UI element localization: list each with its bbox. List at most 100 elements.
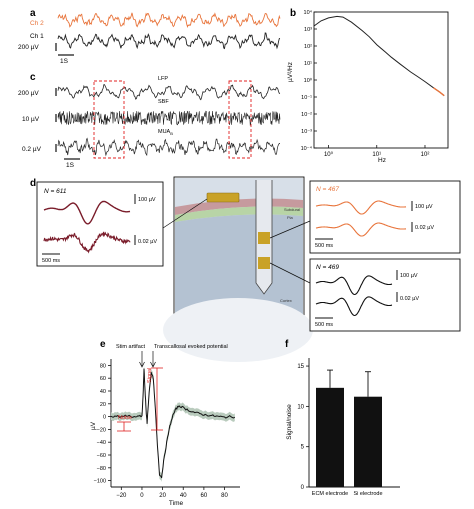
b-xlabel: Hz	[378, 157, 386, 164]
b-x-tick-label-0: 10⁰	[324, 151, 334, 158]
panel-a: a Ch 2 Ch 1 200 µV 1S	[18, 8, 281, 65]
panel-f-label: f	[285, 339, 289, 350]
white-matter	[163, 298, 313, 362]
d-left-waveform-2	[43, 231, 131, 254]
d-tr-s1: 100 µV	[415, 204, 433, 210]
a-scale-voltage: 200 µV	[18, 44, 39, 51]
e-y-tick-label-4: 0	[103, 415, 106, 421]
sbf-label: SBF	[158, 99, 169, 105]
e-x-tick-label-1: 0	[140, 493, 144, 499]
e-y-tick-label-1: 60	[100, 376, 106, 382]
c-scale-sbf: 10 µV	[22, 116, 40, 123]
e-x-tick-label-0: −20	[116, 493, 127, 499]
e-x-tick-label-5: 80	[221, 493, 228, 499]
f-axis-ticks: 0 5 10 15	[297, 364, 309, 491]
b-plot-frame	[313, 11, 449, 149]
d-br-n: N = 469	[316, 264, 339, 271]
b-y-tick-label-3: 10¹	[304, 61, 312, 67]
b-y-tick-label-1: 10³	[304, 27, 312, 33]
b-y-tick-label-5: 10⁻¹	[301, 95, 312, 101]
b-x-tick-label-1: 10¹	[372, 152, 381, 158]
f-y-tick-label-0: 0	[301, 485, 305, 491]
e-ylabel: µV	[90, 421, 97, 430]
d-left-s1: 100 µV	[138, 197, 156, 203]
bar-label-0: ECM electrode	[312, 491, 348, 497]
b-y-tick-label-8: 10⁻⁴	[301, 145, 313, 152]
c-scale-time: 1S	[66, 162, 75, 169]
f-y-tick-label-3: 15	[297, 364, 304, 370]
e-y-tick-label-3: 20	[100, 402, 106, 408]
e-y-tick-label-0: 80	[100, 363, 106, 369]
sbf-trace	[57, 110, 281, 126]
a-scale-time: 1S	[60, 58, 69, 65]
c-scale-lfp: 200 µV	[18, 90, 39, 97]
e-y-tick-label-9: −100	[94, 479, 106, 485]
layer3-label: Cortex	[280, 298, 292, 303]
panel-d: d N = 611 100 µV 0.02 µV 500 ms Subdural…	[30, 176, 461, 362]
mua-trace	[57, 137, 281, 157]
d-tr-n: N = 467	[316, 186, 339, 193]
e-x-tick-label-2: 20	[159, 493, 166, 499]
d-br-s1: 100 µV	[400, 273, 418, 279]
d-tr-t: 500 ms	[315, 243, 333, 249]
e-y-tick-label-2: 40	[100, 389, 106, 395]
d-tr-waveform-1	[315, 200, 407, 215]
d-tr-s2: 0.02 µV	[415, 225, 434, 231]
ch2-trace	[57, 12, 281, 29]
e-x-tick-label-3: 40	[180, 493, 187, 499]
d-br-waveform-2	[315, 296, 393, 317]
e-x-tick-label-4: 60	[201, 493, 208, 499]
panel-b: b 10⁰ 10¹ 10²10⁴10³10²10¹10⁰10⁻¹10⁻²10⁻³10…	[287, 8, 449, 164]
d-br-t: 500 ms	[315, 322, 333, 328]
si-site-2	[258, 257, 270, 269]
b-y-tick-label-6: 10⁻²	[301, 112, 312, 118]
b-ylabel: µV²/Hz	[287, 62, 294, 82]
ch1-label: Ch 1	[30, 33, 44, 40]
ch1-trace	[57, 32, 281, 50]
d-br-waveform-1	[315, 275, 393, 296]
annot-signal: Signal	[147, 368, 153, 383]
ch2-label: Ch 2	[30, 20, 44, 27]
d-left-waveform-1	[43, 200, 131, 225]
b-axis-ticks: 10⁰ 10¹ 10² 10⁴ 10³ 10² 10¹ 10⁰ 10⁻¹ 10⁻² 10⁻³ 10⁻⁴	[301, 9, 430, 158]
d-br-s2: 0.02 µV	[400, 296, 419, 302]
connector-bottom-right	[269, 262, 311, 284]
electrode-diagram: Subdural Pia Cortex	[163, 176, 313, 362]
d-tr-box	[309, 180, 461, 254]
f-bars: ECM electrode Si electrode	[312, 369, 383, 497]
d-left-n-text: N = 611	[44, 188, 67, 195]
b-y-tick-label-7: 10⁻³	[301, 129, 312, 135]
f-ylabel: Signal/noise	[286, 404, 293, 440]
e-y-tick-label-5: −20	[97, 427, 106, 433]
d-left-t: 500 ms	[42, 258, 60, 264]
panel-d-label: d	[30, 178, 36, 189]
mua-label: MUAB	[158, 129, 173, 136]
layer1-label: Subdural	[284, 207, 300, 212]
e-trace	[110, 368, 236, 479]
panel-c: c LFP SBF MUAB 200 µV 10 µV 0.2 µV 1S	[18, 72, 281, 169]
panel-f: f 0 5 10 15 ECM electrode Si electrode Signa…	[285, 339, 400, 497]
panel-a-label: a	[30, 8, 36, 19]
e-y-tick-label-8: −80	[97, 466, 106, 472]
e-sem-band	[111, 364, 235, 482]
c-scale-mua: 0.2 µV	[22, 146, 42, 153]
panel-c-label: c	[30, 72, 36, 83]
annot-noise: Noise	[118, 415, 132, 421]
connector-top-right	[269, 220, 311, 239]
panel-b-label: b	[290, 8, 296, 19]
b-y-tick-label-4: 10⁰	[304, 77, 313, 84]
e-y-tick-label-7: −60	[97, 453, 106, 459]
b-y-tick-label-2: 10²	[304, 44, 312, 50]
lfp-trace	[57, 84, 281, 101]
connector-left	[162, 198, 208, 229]
bar-1	[354, 396, 382, 487]
lfp-label: LFP	[158, 76, 168, 82]
d-tr-waveform-2	[315, 222, 407, 237]
b-y-tick-label-0: 10⁴	[304, 9, 313, 16]
annot-tep-arrowhead	[150, 361, 156, 368]
f-y-tick-label-1: 5	[301, 445, 305, 451]
highlight-box-1	[93, 80, 125, 159]
noise-marker: Noise	[117, 415, 132, 432]
d-left-s2: 0.02 µV	[138, 239, 157, 245]
